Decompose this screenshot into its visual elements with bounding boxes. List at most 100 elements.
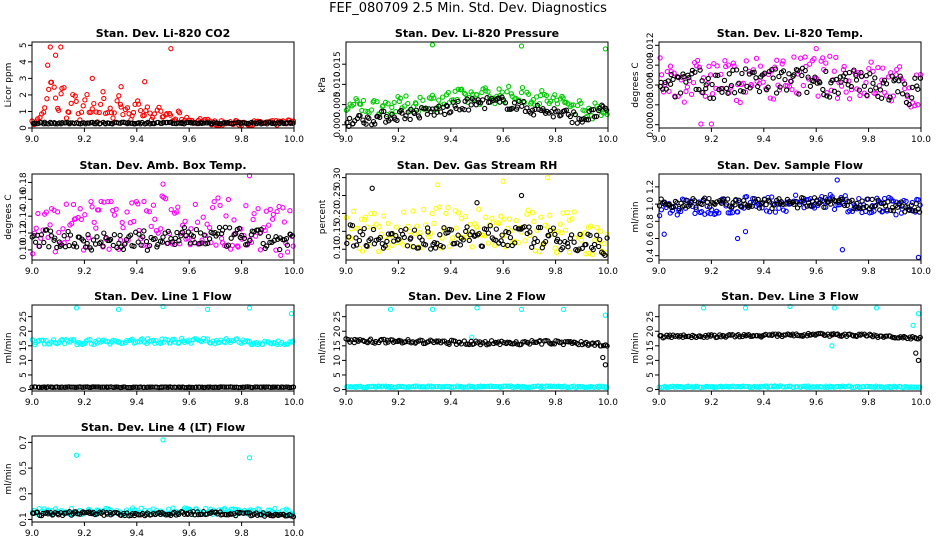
data-point [128, 384, 134, 391]
y-tick-label: 0.015 [333, 51, 343, 77]
data-point [445, 204, 451, 211]
data-point [912, 75, 918, 81]
data-point [889, 334, 896, 340]
data-point [222, 224, 229, 230]
data-point [903, 204, 909, 210]
data-point [360, 231, 366, 238]
data-point [817, 80, 823, 86]
data-point [707, 95, 713, 101]
data-point [493, 226, 499, 232]
y-tick-label: 20 [333, 325, 343, 337]
data-point [138, 242, 144, 248]
data-point [747, 203, 753, 209]
data-point [710, 95, 717, 101]
data-point [378, 336, 385, 343]
data-point [430, 384, 437, 390]
series-boxtemp-dense [30, 173, 296, 259]
data-point [843, 89, 849, 95]
data-point [376, 248, 382, 255]
x-tick-label: 9.0 [25, 529, 40, 539]
data-point [826, 94, 833, 100]
data-point [726, 71, 732, 77]
outlier-point [474, 200, 480, 206]
plot-frame [658, 173, 922, 261]
data-point [140, 242, 146, 249]
chart-title: Stan. Dev. Sample Flow [717, 159, 863, 172]
data-point [194, 509, 201, 515]
x-tick-label: 9.2 [77, 135, 91, 145]
x-tick-label: 10.0 [284, 135, 304, 145]
data-point [88, 341, 95, 347]
data-point [568, 232, 575, 238]
x-tick-label: 9.6 [182, 267, 197, 277]
x-tick-label: 9.6 [809, 135, 824, 145]
data-point [140, 234, 146, 240]
data-point [841, 202, 848, 209]
y-tick-label: 10 [646, 354, 656, 366]
x-tick-label: 9.8 [234, 398, 249, 408]
data-point [479, 243, 486, 250]
data-point [522, 339, 528, 345]
data-point [366, 243, 373, 249]
data-point [439, 94, 446, 100]
data-point [354, 337, 360, 343]
data-point [574, 120, 580, 126]
data-point [270, 211, 276, 218]
data-point [192, 512, 198, 518]
data-point [552, 231, 558, 238]
data-point [896, 78, 902, 84]
data-point [398, 107, 404, 114]
data-point [464, 224, 470, 230]
data-point [789, 86, 795, 93]
x-tick-label: 9.6 [809, 398, 824, 408]
data-point [368, 210, 374, 217]
data-point [239, 232, 245, 239]
data-point [124, 384, 130, 391]
data-point [772, 66, 779, 72]
y-tick-label: 0 [646, 386, 656, 392]
data-point [201, 232, 207, 238]
x-tick-label: 9.2 [704, 398, 718, 408]
data-point [578, 116, 585, 123]
data-point [59, 384, 65, 390]
data-point [538, 214, 544, 220]
data-point [378, 109, 385, 115]
data-point [111, 212, 118, 218]
data-point [405, 100, 411, 107]
data-point [694, 57, 701, 64]
data-point [672, 94, 678, 100]
data-point [448, 227, 455, 233]
data-point [683, 197, 689, 203]
data-point [774, 57, 780, 63]
data-point [555, 108, 561, 114]
data-point [527, 229, 533, 235]
x-tick-label: 9.0 [652, 267, 667, 277]
data-point [751, 69, 757, 75]
data-point [493, 237, 499, 243]
plot-frame [658, 304, 922, 392]
y-tick-label: 3 [19, 76, 29, 82]
data-point [287, 208, 293, 214]
data-point [658, 72, 665, 78]
series-co2-dense [29, 44, 297, 129]
data-point [455, 86, 461, 92]
data-point [281, 120, 287, 127]
data-point [668, 71, 674, 78]
data-point [822, 195, 829, 201]
data-point [58, 91, 64, 97]
x-tick-label: 9.4 [444, 267, 459, 277]
data-point [722, 58, 728, 64]
y-tick-label: 0 [333, 386, 343, 392]
data-point [662, 81, 668, 88]
data-point [576, 246, 582, 252]
data-point [875, 197, 881, 203]
data-point [908, 202, 915, 208]
data-point [577, 231, 583, 238]
data-point [428, 383, 434, 389]
chart-line4: Stan. Dev. Line 4 (LT) Flow ml/min 9.0 9.2 9… [4, 421, 304, 539]
data-point [384, 238, 390, 245]
data-point [877, 87, 884, 93]
data-point [823, 60, 829, 66]
outlier-point [708, 121, 715, 127]
data-point [436, 204, 442, 210]
